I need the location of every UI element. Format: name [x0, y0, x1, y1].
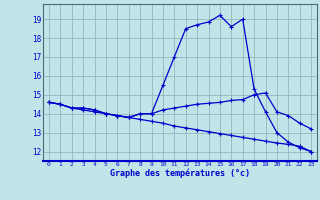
X-axis label: Graphe des températures (°c): Graphe des températures (°c)	[110, 169, 250, 178]
